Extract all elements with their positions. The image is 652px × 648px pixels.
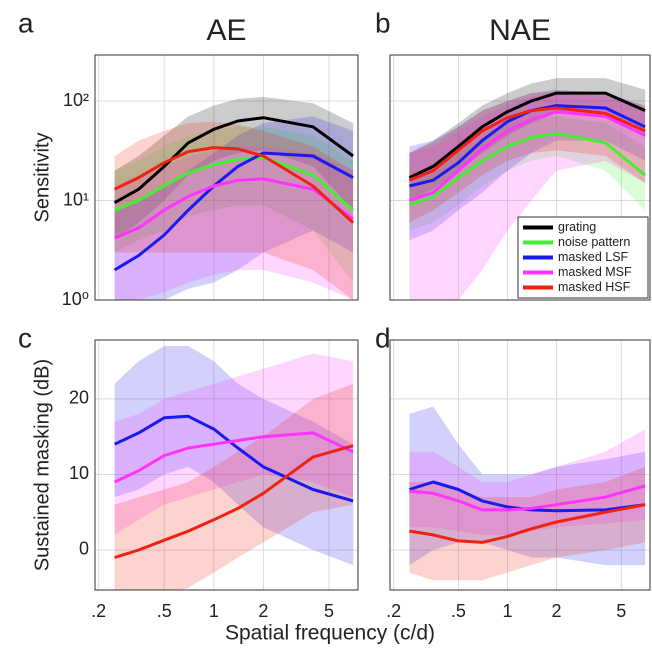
legend-label: masked HSF: [558, 280, 631, 294]
series-line: [113, 414, 354, 503]
plot-area: [95, 340, 358, 590]
y-tick-label: 10⁰: [62, 289, 89, 309]
panel: .2 .5 1 2 5 d: [375, 322, 651, 621]
series-line: [114, 177, 354, 240]
x-tick-label: 1: [209, 601, 219, 621]
panel: .2 .5 1 2 5 0 10 20 c Sustained masking (dB): [18, 322, 359, 621]
series-line: [113, 431, 354, 484]
confidence-band: [409, 78, 646, 201]
series-line: [114, 444, 354, 559]
panel-label: c: [18, 322, 32, 353]
series-line: [408, 132, 647, 207]
x-axis-label: Spatial frequency (c/d): [225, 622, 435, 645]
legend-label: masked MSF: [558, 265, 632, 279]
confidence-band: [114, 346, 354, 566]
x-tick-label: 1: [502, 601, 512, 621]
confidence-band: [409, 429, 646, 535]
confidence-band: [409, 93, 646, 300]
series-line: [114, 156, 355, 212]
panel: 10⁰ 10¹ 10² a AE Sensitivity: [18, 7, 359, 309]
panel-title: AE: [206, 14, 246, 47]
plot-content: [113, 346, 354, 590]
y-tick-label: 0: [79, 539, 89, 559]
series-line: [408, 480, 646, 513]
axes-frame: [94, 339, 359, 591]
legend-label: masked LSF: [558, 250, 629, 264]
x-tick-label: .2: [91, 601, 106, 621]
y-tick-label: 10¹: [63, 189, 89, 209]
series-line: [409, 503, 646, 544]
confidence-band: [114, 116, 354, 300]
x-tick-label: .5: [451, 601, 466, 621]
plot-content: [408, 406, 646, 581]
plot-area: [390, 340, 650, 590]
panel-title: NAE: [489, 14, 551, 47]
confidence-band: [409, 89, 646, 241]
series-line: [408, 106, 646, 182]
series-line: [408, 91, 646, 179]
x-tick-label: 2: [258, 601, 268, 621]
x-tick-label: .2: [386, 601, 401, 621]
y-tick-label: 10: [69, 463, 89, 483]
axes-frame: [389, 54, 651, 301]
series-line: [113, 116, 354, 205]
confidence-band: [409, 116, 646, 231]
axes-frame: [94, 54, 359, 301]
panel-label: d: [375, 322, 391, 353]
y-tick-label: 20: [69, 388, 89, 408]
legend-label: grating: [558, 220, 596, 234]
x-tick-label: 2: [551, 601, 561, 621]
panel-label: b: [375, 7, 391, 38]
confidence-band: [409, 91, 646, 223]
plot-content: [408, 78, 647, 300]
confidence-band: [114, 96, 354, 241]
series-line: [408, 110, 646, 202]
plot-content: [113, 96, 355, 300]
series-line: [409, 104, 646, 188]
y-tick-label: 10²: [63, 90, 89, 110]
confidence-band: [409, 406, 646, 566]
x-tick-label: 5: [616, 601, 626, 621]
axes-frame: [389, 339, 651, 591]
confidence-band: [114, 126, 354, 283]
series-line: [113, 146, 355, 224]
y-axis-label: Sustained masking (dB): [31, 359, 53, 571]
panel-label: a: [18, 7, 34, 38]
y-axis-label: Sensitivity: [31, 132, 53, 222]
legend-label: noise pattern: [558, 235, 630, 249]
confidence-band: [114, 121, 354, 300]
series-line: [409, 484, 646, 512]
x-tick-label: 5: [324, 601, 334, 621]
x-tick-label: .5: [157, 601, 172, 621]
